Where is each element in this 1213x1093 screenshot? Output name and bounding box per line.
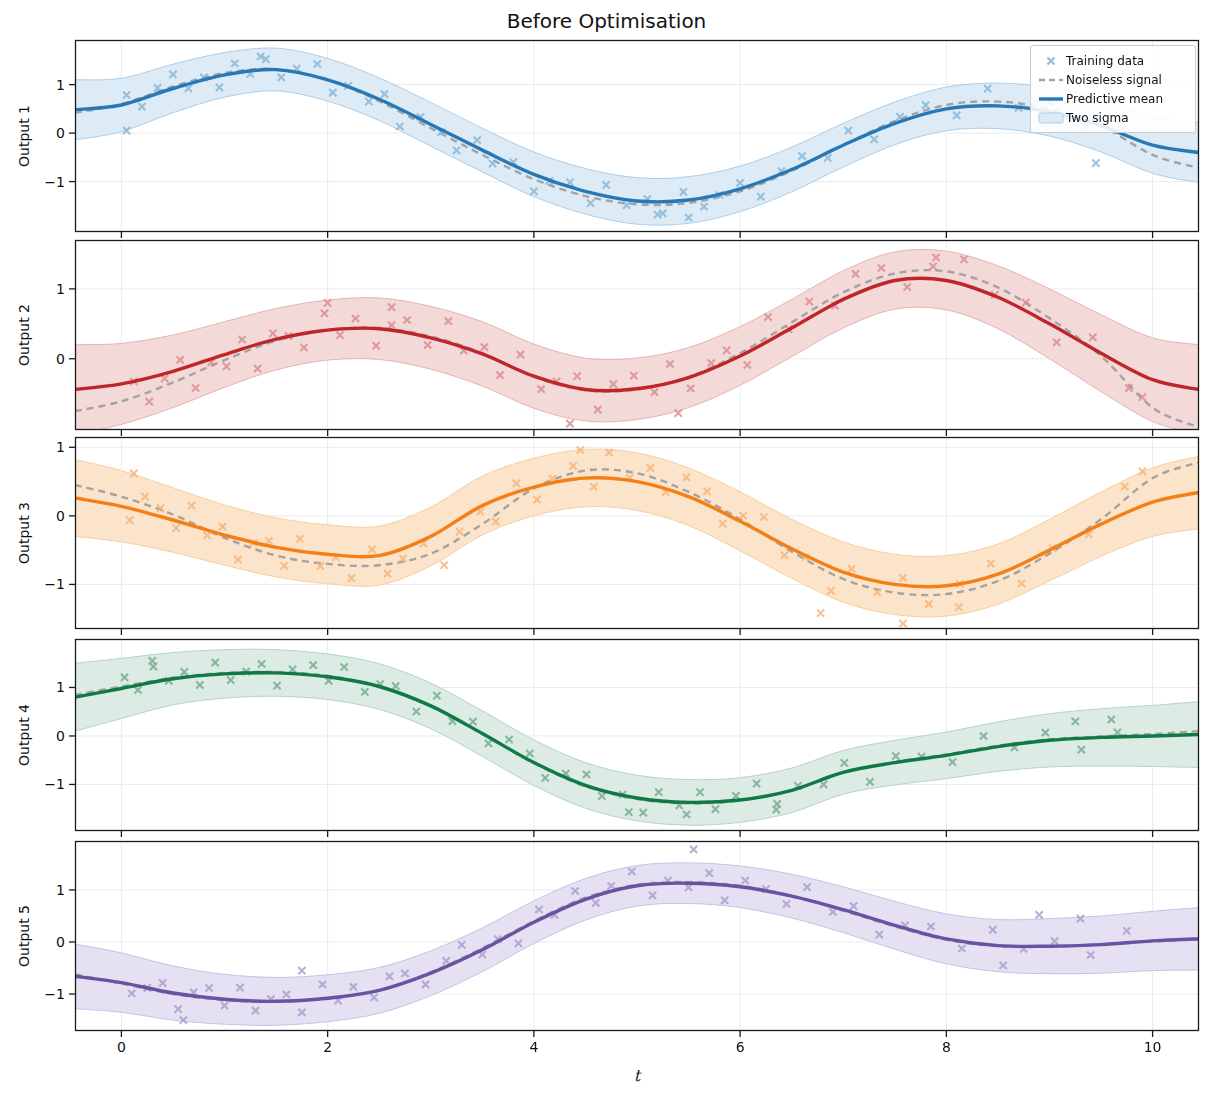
- y-tick-label: −1: [25, 987, 65, 1001]
- legend-item-label: Training data: [1066, 54, 1144, 68]
- y-tick-label: 1: [25, 440, 65, 454]
- figure: Before Optimisation Output 110−1Output 2…: [0, 0, 1213, 1093]
- y-tick-label: 1: [25, 883, 65, 897]
- y-tick-label: 1: [25, 78, 65, 92]
- y-tick-label: −1: [25, 777, 65, 791]
- subplot-output-5: [75, 841, 1199, 1031]
- x-tick-label: 0: [101, 1039, 141, 1055]
- legend-item-label: Two sigma: [1066, 111, 1129, 125]
- legend-item-noiseless-signal: Noiseless signal: [1036, 70, 1188, 89]
- x-tick-label: 2: [308, 1039, 348, 1055]
- legend-item-training-data: Training data: [1036, 51, 1188, 70]
- marker-legend-glyph-icon: [1036, 54, 1066, 68]
- subplot-row-5: Output 510−1: [0, 841, 1213, 1031]
- subplot-row-2: Output 210: [0, 240, 1213, 430]
- subplot-output-2: [75, 240, 1199, 430]
- x-tick-label: 10: [1133, 1039, 1173, 1055]
- x-tick-label: 6: [720, 1039, 760, 1055]
- y-tick-label: 0: [25, 935, 65, 949]
- y-tick-label: 0: [25, 729, 65, 743]
- y-tick-label: −1: [25, 577, 65, 591]
- x-tick-label: 4: [514, 1039, 554, 1055]
- dashed-legend-glyph-icon: [1036, 73, 1066, 87]
- figure-title: Before Optimisation: [0, 9, 1213, 33]
- legend-item-two-sigma: Two sigma: [1036, 108, 1188, 127]
- y-tick-label: 0: [25, 126, 65, 140]
- legend-item-label: Predictive mean: [1066, 92, 1163, 106]
- subplot-row-4: Output 410−1: [0, 639, 1213, 831]
- y-tick-label: −1: [25, 175, 65, 189]
- legend: Training data Noiseless signal Predictive …: [1030, 45, 1196, 133]
- y-tick-label: 1: [25, 282, 65, 296]
- line-legend-glyph-icon: [1036, 92, 1066, 106]
- y-tick-label: 0: [25, 352, 65, 366]
- subplot-output-4: [75, 639, 1199, 831]
- legend-item-label: Noiseless signal: [1066, 73, 1162, 87]
- x-axis-label: t: [617, 1066, 657, 1085]
- y-tick-label: 0: [25, 509, 65, 523]
- legend-item-predictive-mean: Predictive mean: [1036, 89, 1188, 108]
- two-sigma-band: [75, 449, 1199, 617]
- y-tick-label: 1: [25, 680, 65, 694]
- x-tick-label: 8: [926, 1039, 966, 1055]
- subplot-output-3: [75, 437, 1199, 629]
- patch-legend-glyph-icon: [1036, 111, 1066, 125]
- subplot-row-3: Output 310−1: [0, 437, 1213, 629]
